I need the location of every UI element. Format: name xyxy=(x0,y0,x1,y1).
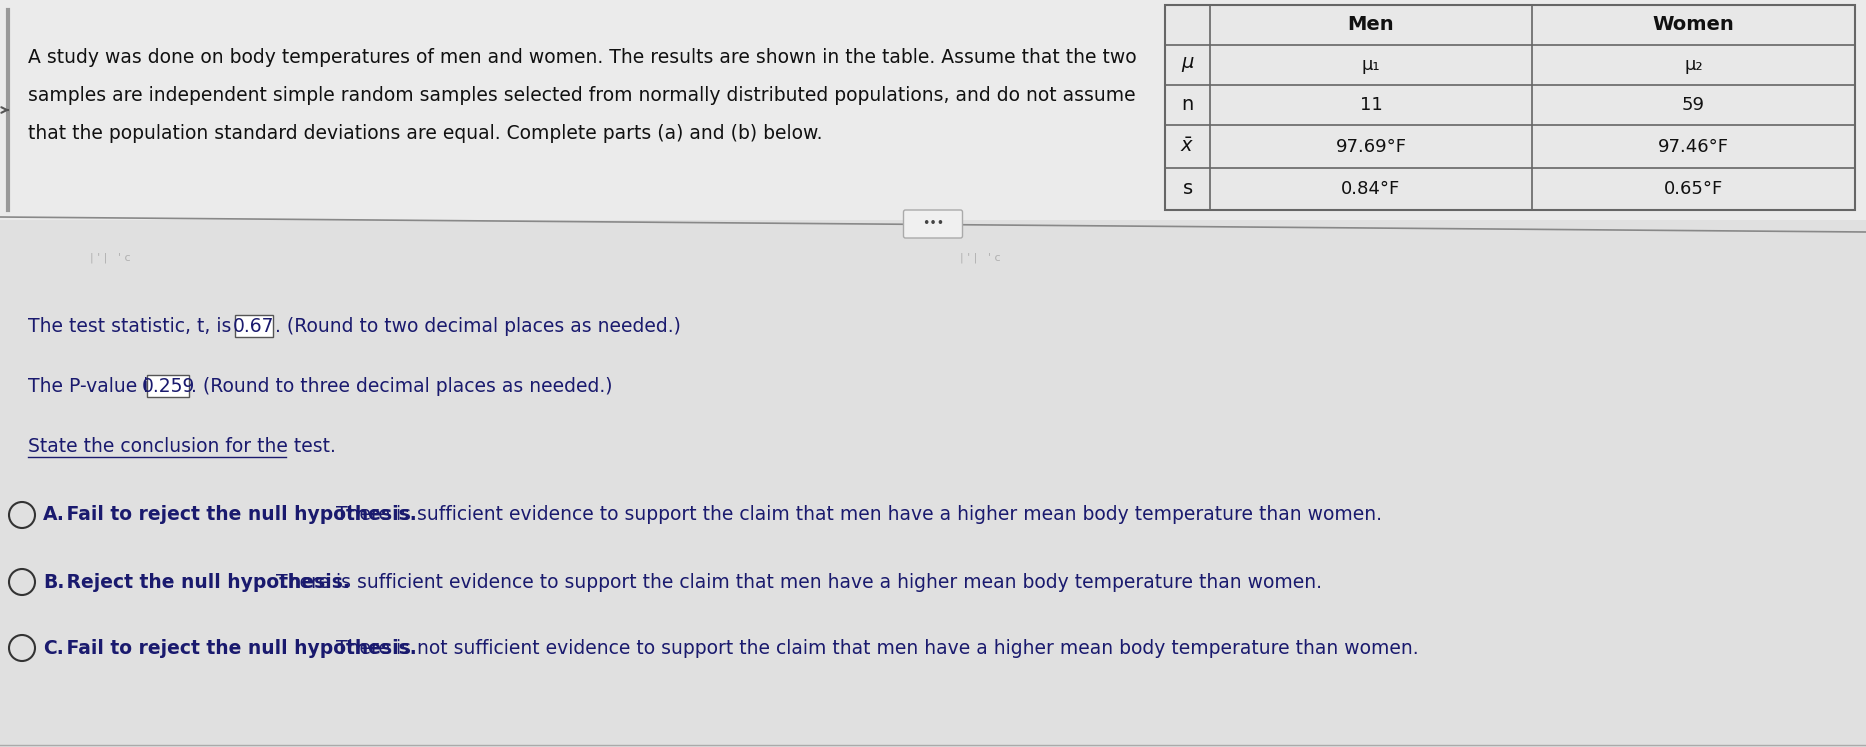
Text: 59: 59 xyxy=(1681,96,1706,114)
FancyBboxPatch shape xyxy=(903,210,963,238)
Bar xyxy=(0,220,1866,747)
Text: Fail to reject the null hypothesis.: Fail to reject the null hypothesis. xyxy=(60,506,416,524)
Text: Men: Men xyxy=(1347,16,1394,34)
Text: 0.65°F: 0.65°F xyxy=(1664,180,1722,198)
Bar xyxy=(235,315,272,337)
Text: 11: 11 xyxy=(1360,96,1383,114)
Bar xyxy=(147,375,188,397)
Text: 0.259: 0.259 xyxy=(142,376,194,395)
Text: 97.69°F: 97.69°F xyxy=(1336,137,1407,155)
Text: . (Round to three decimal places as needed.): . (Round to three decimal places as need… xyxy=(190,376,612,395)
Text: 97.46°F: 97.46°F xyxy=(1659,137,1730,155)
Bar xyxy=(0,0,1866,220)
Text: μ₁: μ₁ xyxy=(1362,56,1381,74)
Text: s: s xyxy=(1183,179,1192,199)
Text: that the population standard deviations are equal. Complete parts (a) and (b) be: that the population standard deviations … xyxy=(28,124,823,143)
Text: C.: C. xyxy=(43,639,63,657)
Text: B.: B. xyxy=(43,572,63,592)
Text: | ' |   ' c: | ' | ' c xyxy=(90,252,131,263)
Text: State the conclusion for the test.: State the conclusion for the test. xyxy=(28,438,336,456)
Text: samples are independent simple random samples selected from normally distributed: samples are independent simple random sa… xyxy=(28,86,1136,105)
Text: $\mu$: $\mu$ xyxy=(1181,55,1194,75)
Text: $\bar{x}$: $\bar{x}$ xyxy=(1181,137,1194,156)
Text: μ₂: μ₂ xyxy=(1685,56,1704,74)
Text: There is sufficient evidence to support the claim that men have a higher mean bo: There is sufficient evidence to support … xyxy=(271,572,1321,592)
Text: Fail to reject the null hypothesis.: Fail to reject the null hypothesis. xyxy=(60,639,416,657)
Text: There is not sufficient evidence to support the claim that men have a higher mea: There is not sufficient evidence to supp… xyxy=(330,639,1418,657)
Text: 0.84°F: 0.84°F xyxy=(1342,180,1401,198)
Text: | ' |   ' c: | ' | ' c xyxy=(959,252,1000,263)
Text: . (Round to two decimal places as needed.): . (Round to two decimal places as needed… xyxy=(274,317,681,335)
Text: 0.67: 0.67 xyxy=(233,317,274,335)
Text: n: n xyxy=(1181,96,1194,114)
Text: There is sufficient evidence to support the claim that men have a higher mean bo: There is sufficient evidence to support … xyxy=(330,506,1383,524)
Text: A study was done on body temperatures of men and women. The results are shown in: A study was done on body temperatures of… xyxy=(28,48,1136,67)
Text: •••: ••• xyxy=(922,217,944,231)
Bar xyxy=(1164,5,1855,210)
Text: Women: Women xyxy=(1653,16,1734,34)
Text: The test statistic, t, is: The test statistic, t, is xyxy=(28,317,237,335)
Text: Reject the null hypothesis.: Reject the null hypothesis. xyxy=(60,572,351,592)
Text: A.: A. xyxy=(43,506,65,524)
Text: The P-value is: The P-value is xyxy=(28,376,164,395)
